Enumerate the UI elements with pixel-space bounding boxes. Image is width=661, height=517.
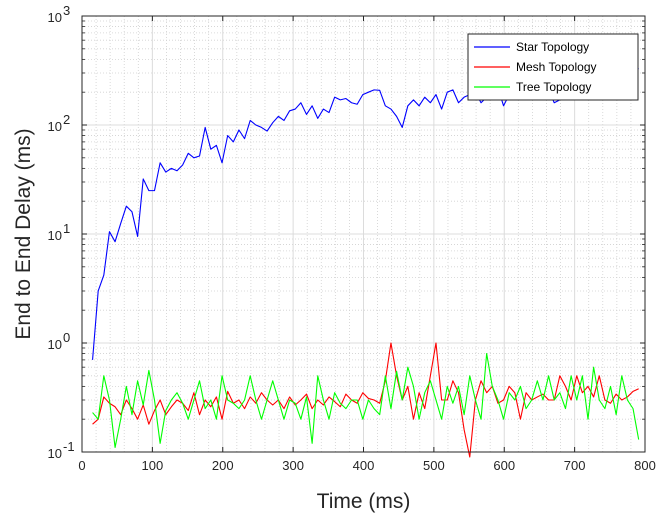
y-tick-label: 10 [48, 446, 62, 461]
x-tick-label: 200 [212, 458, 234, 473]
x-tick-label: 500 [423, 458, 445, 473]
y-tick-label: 10 [48, 337, 62, 352]
x-tick-label: 0 [78, 458, 85, 473]
x-tick-label: 800 [634, 458, 656, 473]
y-axis-label: End to End Delay (ms) [12, 128, 35, 339]
y-tick-exponent: 0 [63, 330, 70, 345]
x-tick-label: 300 [282, 458, 304, 473]
x-axis-label: Time (ms) [317, 490, 411, 513]
x-tick-label: 700 [564, 458, 586, 473]
x-tick-label: 100 [142, 458, 164, 473]
legend-label: Star Topology [516, 40, 589, 54]
y-tick-label: 10 [48, 228, 62, 243]
legend-label: Mesh Topology [516, 60, 597, 74]
y-tick-exponent: 3 [63, 3, 70, 18]
y-tick-exponent: 1 [63, 221, 70, 236]
legend: Star Topology Mesh Topology Tree Topology [467, 33, 639, 101]
legend-label: Tree Topology [516, 80, 591, 94]
y-tick-exponent: -1 [63, 439, 75, 454]
series-line-tree-topology [92, 353, 640, 449]
x-tick-label: 600 [493, 458, 515, 473]
y-tick-exponent: 2 [63, 112, 70, 127]
y-tick-label: 10 [48, 10, 62, 25]
y-tick-label: 10 [48, 119, 62, 134]
x-tick-label: 400 [353, 458, 375, 473]
